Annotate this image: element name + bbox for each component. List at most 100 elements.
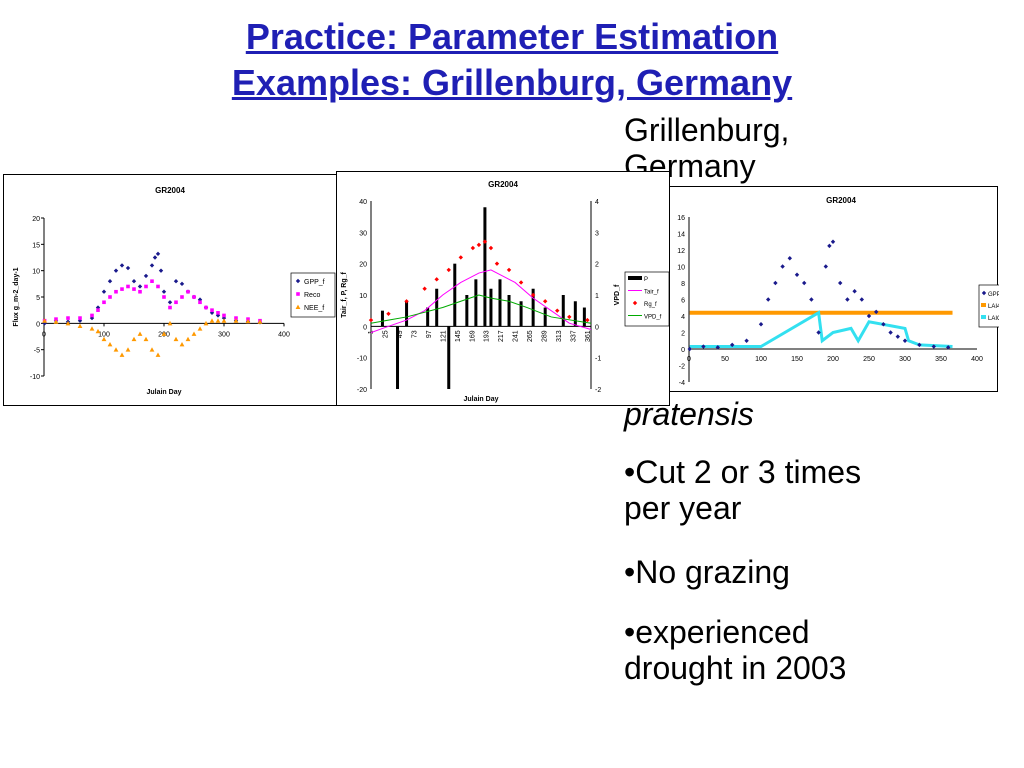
chart1-point-NEE_f [113,347,119,352]
chart1-ytick-label: 5 [36,295,40,302]
chart2-point-Rg_f [482,239,488,244]
chart1-point-NEE_f [65,320,71,326]
chart1-point-Reco [186,289,190,294]
chart2-xtick-label: 265 [527,330,534,342]
chart1-ytick-label: 10 [32,269,40,276]
chart1-point-Reco [174,300,178,305]
chart3-xtick-label: 150 [791,356,803,363]
chart3-point-GPP_f [888,330,893,335]
chart2-bar-P [380,310,384,327]
chart1-point-Reco [216,311,220,315]
chart3-point-GPP_f [827,243,832,249]
chart2-bar-P [483,207,487,327]
chart2-ytick-label: -20 [357,387,367,394]
chart2-point-Rg_f [494,261,500,266]
chart2-xtick-label: 241 [513,330,520,342]
chart2-legend [624,271,670,327]
chart2-ytick-label: -10 [357,356,367,363]
chart3-ytick-label: 6 [681,298,685,305]
chart3-legend-label: LAI4.4 [988,304,999,310]
chart1-point-GPP_f [179,281,185,287]
chart2-legend-label: Tair_f [644,290,659,296]
chart2-point-Rg_f [368,317,374,323]
chart1-point-GPP_f [143,273,149,279]
chart3-xtick-label: 300 [899,356,911,363]
chart2-xtick-label: 25 [382,330,389,338]
chart3-xtick-label: 350 [935,356,947,363]
chart3-point-GPP_f [859,297,864,302]
chart1-point-GPP_f [173,279,179,284]
chart3-ytick-label: -4 [679,380,685,387]
chart3-legend-marker [981,303,986,307]
chart2-line-VPD_f [370,294,592,324]
chart3-ytick-label: 12 [677,248,685,255]
chart1-legend-marker [295,278,301,284]
chart1-point-NEE_f [42,318,47,323]
chart2-bar-P [447,326,451,389]
chart2-point-Rg_f [555,308,560,313]
chart3-ytick-label: 8 [681,281,685,288]
chart3-point-GPP_f [794,272,800,277]
chart3-point-GPP_f [852,289,857,294]
chart2-y2tick-label: -2 [595,387,601,394]
chart1-point-NEE_f [185,336,191,342]
chart3-legend-marker [981,290,987,296]
chart1-legend-label: GPP_f [304,279,325,286]
chart1-point-GPP_f [158,268,164,273]
chart1-point-Reco [162,295,166,299]
bullet-drought: •experienced drought in 2003 [624,614,847,686]
chart2-title: GR2004 [488,180,518,189]
chart1-title: GR2004 [155,186,185,195]
chart3-ytick-label: 4 [681,314,685,321]
chart3-xtick-label: 400 [971,356,983,363]
chart1-point-GPP_f [149,263,155,268]
chart3-legend-marker [981,315,986,319]
chart2-point-Rg_f [542,299,548,304]
chart1-point-NEE_f [257,319,263,324]
chart2-point-Rg_f [470,245,476,251]
chart3-point-GPP_f [701,344,706,349]
chart1-xtick-label: 300 [218,331,230,338]
chart1-point-Reco [180,295,184,299]
chart1-point-Reco [90,313,94,318]
chart3-ytick-label: -2 [679,364,685,371]
chart1-point-Reco [222,313,226,318]
chart2-legend-marker [628,276,642,280]
chart2-line-Tair_f [370,269,592,334]
chart3-ytick-label: 2 [681,331,685,338]
chart3-ytick-label: 10 [677,265,685,272]
chart3-title: GR2004 [826,196,856,205]
chart2-y2tick-label: 0 [595,324,599,331]
chart2-bar-P [507,295,511,327]
chart2-bar-P [465,295,469,327]
chart1-point-GPP_f [131,279,137,284]
chart1-point-GPP_f [101,289,107,294]
chart2-point-Rg_f [506,267,512,273]
chart1-point-GPP_f [197,297,203,302]
chart2-xtick-label: 49 [397,330,404,338]
chart2-bar-P [582,307,586,327]
chart1-point-NEE_f [77,323,83,328]
chart3-xtick-label: 50 [721,356,729,363]
chart3-xtick-label: 100 [755,356,767,363]
chart1-point-Reco [150,279,154,283]
chart1-point-GPP_f [137,284,143,289]
chart1-point-GPP_f [107,279,113,284]
slide-title-line1: Practice: Parameter Estimation [245,16,779,57]
chart2-bar-P [396,326,400,389]
chart2-bar-P [519,301,523,327]
chart2-bar-P [489,288,493,327]
chart2-legend-label: Rg_f [644,302,657,308]
chart1-point-NEE_f [53,319,59,324]
bullet-cut: •Cut 2 or 3 times per year [624,454,862,526]
chart3-legend-label: GPP_f [988,292,999,298]
chart3-point-GPP_f [787,256,792,261]
chart3-point-GPP_f [730,342,735,348]
chart2-xtick-label: 73 [411,330,418,338]
chart1-point-Reco [168,305,172,310]
chart2-ylabel: Tair_f, P, Rg_f [341,272,348,318]
chart2-point-Rg_f [446,267,451,273]
chart2-point-Rg_f [476,242,482,248]
chart-meteo: GR2004 -20 -10 0 10 20 30 40 -2 -1 0 1 2 3 4 1 25 49 73 97 1… [336,171,670,406]
chart2-xtick-label: 193 [484,330,491,342]
